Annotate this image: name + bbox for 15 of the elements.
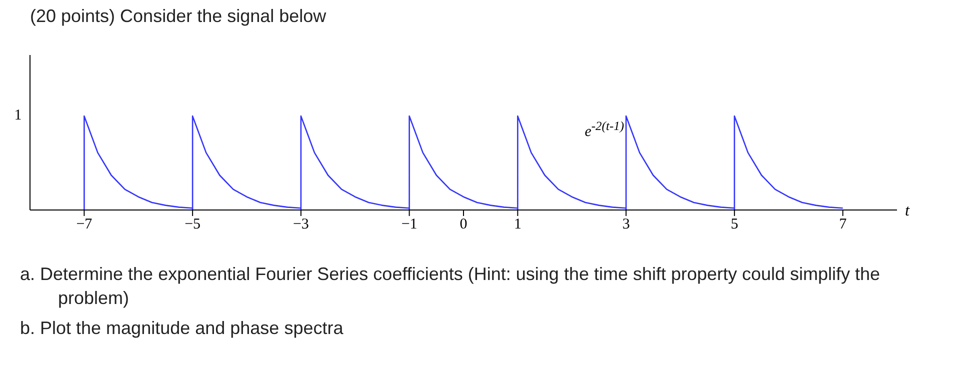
- text: b. Plot the magnitude and phase spectra: [20, 317, 344, 340]
- x-tick-label: −7: [76, 216, 93, 233]
- x-tick-label: 0: [460, 216, 468, 233]
- x-axis-title: t: [905, 202, 910, 220]
- x-tick-label: −3: [292, 216, 309, 233]
- x-tick-label: 7: [839, 216, 848, 233]
- x-tick-label: 1: [514, 216, 522, 233]
- chart-title: (20 points) Consider the signal below: [30, 6, 326, 27]
- text: 1: [14, 108, 22, 125]
- x-tick-label: 3: [622, 216, 630, 233]
- x-tick-label: −5: [184, 216, 201, 233]
- text: a. Determine the exponential Fourier Series coefficients (Hint: using the time shift property could simplify the problem): [20, 263, 882, 310]
- x-tick-label: −1: [401, 216, 418, 233]
- x-tick-label: 5: [730, 216, 738, 233]
- annotation: e$^{-2(t-1)}$: [584, 119, 624, 142]
